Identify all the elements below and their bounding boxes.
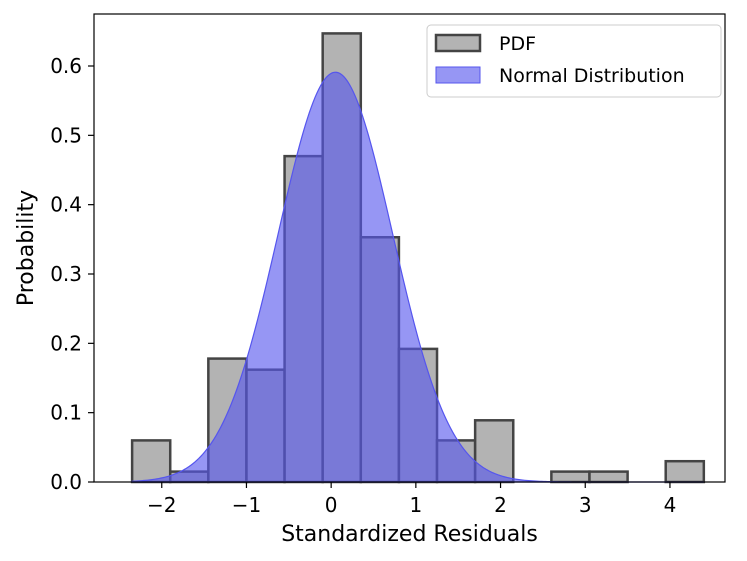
legend-box <box>426 24 722 98</box>
y-tick-label: 0.6 <box>50 54 82 78</box>
histogram-bar <box>130 439 172 484</box>
x-tick-label: 2 <box>494 493 507 517</box>
y-axis-label: Probability <box>14 190 39 306</box>
x-tick-label: 3 <box>579 493 592 517</box>
y-tick-label: 0.4 <box>50 193 82 217</box>
legend-label-pdf: PDF <box>499 33 536 55</box>
x-tick-label: 4 <box>664 493 677 517</box>
y-tick-label: 0.3 <box>50 262 82 286</box>
x-tick-label: −2 <box>147 493 176 517</box>
histogram-bar <box>588 470 629 484</box>
x-axis-label: Standardized Residuals <box>281 522 538 547</box>
legend-swatch-normal <box>435 66 481 84</box>
legend: PDF Normal Distribution <box>426 24 722 98</box>
plot-frame <box>93 13 726 483</box>
y-axis-ticks: 0.0 0.1 0.2 0.3 0.4 0.5 0.6 <box>50 54 94 494</box>
legend-swatch-pdf <box>434 33 482 53</box>
x-tick-label: 1 <box>409 493 422 517</box>
y-tick-label: 0.5 <box>50 123 82 147</box>
legend-label-normal: Normal Distribution <box>499 65 685 87</box>
x-axis-ticks: −2 −1 0 1 2 3 4 <box>147 482 676 517</box>
y-tick-label: 0.1 <box>50 401 82 425</box>
histogram-bar <box>550 470 591 484</box>
x-tick-label: 0 <box>325 493 338 517</box>
y-tick-label: 0.2 <box>50 331 82 355</box>
y-tick-label: 0.0 <box>50 470 82 494</box>
histogram-bar <box>664 459 706 484</box>
x-tick-label: −1 <box>232 493 261 517</box>
